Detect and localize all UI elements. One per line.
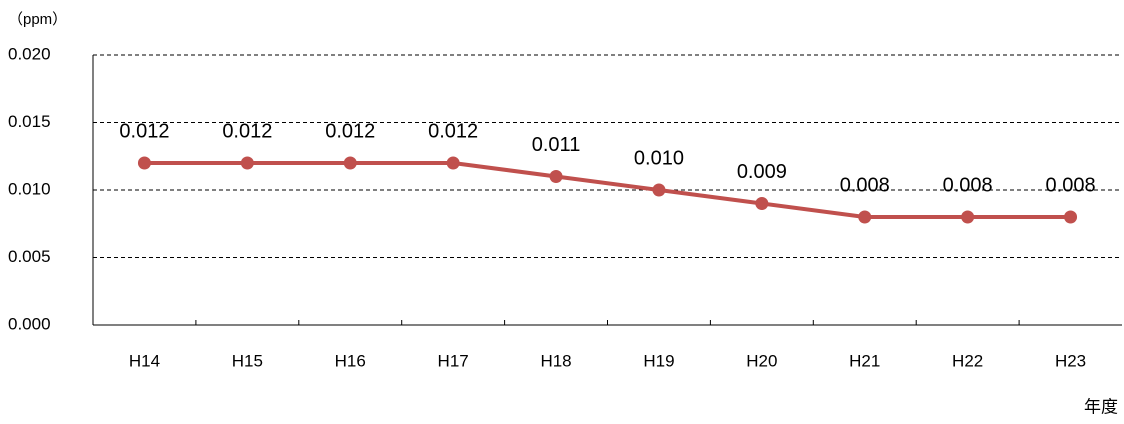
data-point [961,210,975,224]
y-axis-label: （ppm） [8,11,67,28]
x-tick-label: H16 [335,351,366,370]
y-tick-label: 0.020 [8,44,51,63]
data-point [343,156,357,170]
data-label: 0.008 [840,174,890,196]
data-point [858,210,872,224]
y-tick-label: 0.015 [8,112,51,131]
x-tick-label: H23 [1055,351,1086,370]
x-tick-label: H21 [849,351,880,370]
x-axis-label: 年度 [1084,397,1118,416]
data-point [1064,210,1078,224]
data-label: 0.008 [1046,174,1096,196]
data-point [652,183,666,197]
x-tick-label: H20 [746,351,777,370]
x-tick-label: H14 [129,351,160,370]
data-line [144,161,1071,219]
data-label: 0.012 [222,120,272,142]
data-label: 0.010 [634,147,684,169]
data-label: 0.012 [119,120,169,142]
y-tick-label: 0.005 [8,247,51,266]
x-tick-label: H18 [540,351,571,370]
x-tick-label: H19 [643,351,674,370]
x-tick-label: H17 [438,351,469,370]
y-tick-label: 0.000 [8,314,51,333]
data-label: 0.012 [325,120,375,142]
data-label: 0.008 [943,174,993,196]
data-label: 0.011 [532,134,581,156]
data-point [755,197,769,210]
data-point [137,156,151,170]
data-point [240,156,254,170]
x-tick-label: H22 [952,351,983,370]
data-point [549,170,563,183]
data-label: 0.009 [737,161,787,183]
x-tick-label: H15 [232,351,263,370]
y-tick-label: 0.010 [8,179,51,198]
data-point [446,156,460,170]
data-label: 0.012 [428,120,478,142]
